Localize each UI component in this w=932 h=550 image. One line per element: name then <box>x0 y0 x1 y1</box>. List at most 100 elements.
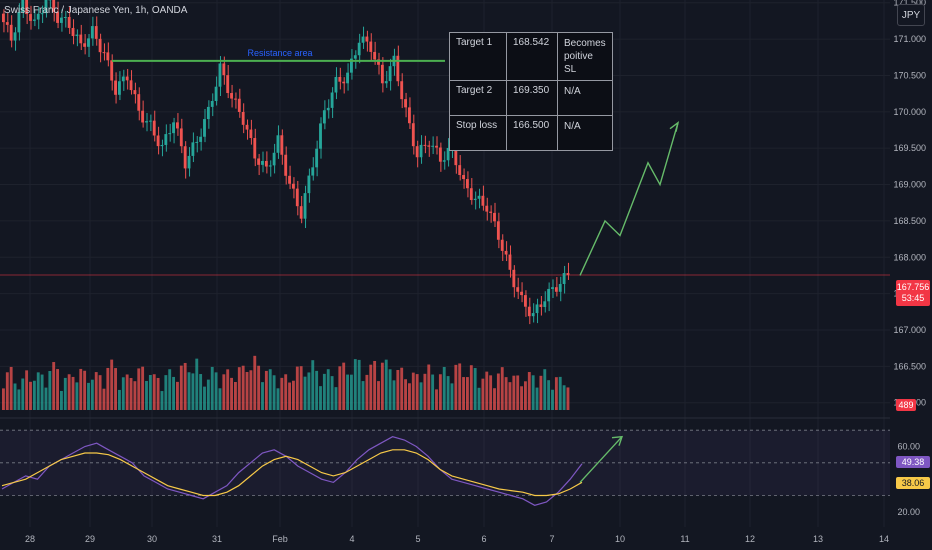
current-price-label: 167.756 <box>896 282 930 292</box>
candle-body <box>264 160 268 167</box>
projection-arrow-head <box>669 121 680 132</box>
volume-bar <box>195 358 199 410</box>
candle-body <box>29 14 32 21</box>
candle-body <box>5 22 9 25</box>
candle-body <box>172 122 175 134</box>
candle-body <box>400 81 404 100</box>
candle-body <box>199 136 203 142</box>
candle-body <box>350 58 353 73</box>
volume-bar <box>179 365 183 410</box>
candle-body <box>543 301 547 307</box>
currency-button[interactable]: JPY <box>897 4 925 26</box>
volume-bar <box>90 379 94 410</box>
volume-bar <box>110 359 114 410</box>
volume-bar <box>442 366 446 410</box>
candle-body <box>423 144 427 146</box>
candle-body <box>17 11 21 33</box>
candle-body <box>500 239 504 251</box>
volume-bar <box>299 366 303 410</box>
volume-bar <box>493 388 496 410</box>
candle-body <box>222 63 226 76</box>
rsi-ma-tag: 38.06 <box>896 477 930 489</box>
volume-bar <box>365 374 369 410</box>
price-tick-label: 171.500 <box>893 0 926 8</box>
candle-body <box>40 13 44 15</box>
volume-bar <box>388 369 392 410</box>
volume-bar <box>280 377 284 410</box>
volume-bar <box>183 362 187 410</box>
candle-body <box>106 52 110 61</box>
volume-bar <box>79 368 83 410</box>
projection-price-path <box>579 122 679 276</box>
candle-body <box>110 60 114 81</box>
volume-bar <box>431 374 435 410</box>
volume-bar <box>415 374 419 410</box>
volume-bar <box>342 362 346 410</box>
candle-body <box>466 179 469 189</box>
volume-bar <box>52 362 56 410</box>
candle-body <box>230 93 233 99</box>
volume-bar <box>264 370 268 410</box>
volume-bar <box>303 376 307 410</box>
candle-body <box>315 148 319 168</box>
volume-bar <box>423 373 427 410</box>
candle-body <box>25 0 29 15</box>
candle-body <box>322 110 326 124</box>
volume-bar <box>137 368 141 410</box>
volume-bar <box>206 379 210 410</box>
candle-body <box>527 306 531 317</box>
volume-bar <box>133 381 137 410</box>
volume-bar <box>311 360 315 410</box>
candle-body <box>330 92 334 108</box>
projection-rsi-path <box>579 436 623 483</box>
volume-bar <box>489 375 493 410</box>
candle-body <box>361 36 365 43</box>
volume-bar <box>288 382 291 410</box>
candle-body <box>272 152 276 166</box>
rsi-value-tag: 49.38 <box>896 456 930 468</box>
candle-body <box>411 123 415 147</box>
volume-bar <box>500 367 504 410</box>
candle-body <box>87 38 90 47</box>
volume-bar <box>404 379 407 410</box>
candle-body <box>419 144 423 158</box>
volume-bar <box>547 380 551 410</box>
volume-bar <box>40 374 44 410</box>
time-tick-label: 5 <box>415 534 420 544</box>
volume-bar <box>466 377 469 410</box>
volume-bar <box>71 376 75 410</box>
volume-bar <box>218 388 222 410</box>
volume-bar <box>172 376 175 410</box>
volume-bar <box>98 375 102 410</box>
volume-bar <box>458 363 462 410</box>
volume-bar <box>369 364 373 410</box>
volume-bar <box>203 386 206 410</box>
candle-body <box>319 123 322 149</box>
volume-bar <box>307 372 311 410</box>
volume-bar <box>67 374 71 410</box>
volume-bar <box>245 371 249 410</box>
time-tick-label: 28 <box>25 534 35 544</box>
volume-bar <box>56 369 59 410</box>
volume-bar <box>477 387 481 410</box>
volume-bar <box>222 374 226 410</box>
candle-body <box>226 75 230 94</box>
candle-body <box>338 76 342 82</box>
volume-bar <box>230 377 233 410</box>
volume-bar <box>284 374 288 410</box>
candle-body <box>504 250 508 255</box>
volume-bar <box>129 378 133 410</box>
volume-bar <box>346 374 349 410</box>
table-cell: 166.500 <box>506 115 558 151</box>
volume-bar <box>102 388 106 410</box>
volume-bar <box>411 372 415 410</box>
volume-bar <box>257 365 261 410</box>
volume-bar <box>454 364 458 410</box>
drawings[interactable]: Resistance area <box>112 48 680 483</box>
volume-bar <box>237 367 241 410</box>
volume-bar <box>249 370 253 410</box>
candle-body <box>179 128 183 147</box>
candle-body <box>63 17 67 19</box>
